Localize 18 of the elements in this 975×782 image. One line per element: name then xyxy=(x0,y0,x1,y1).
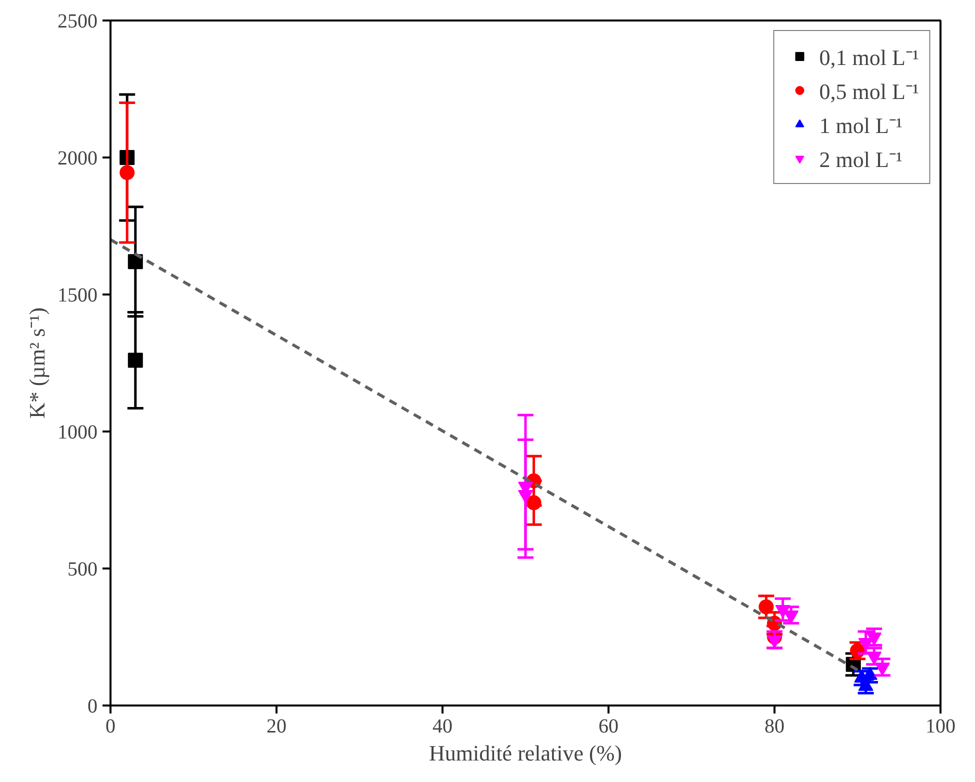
y-axis-title: K* (µm² s⁻¹) xyxy=(24,307,50,419)
x-tick-label: 20 xyxy=(266,716,286,738)
y-tick-label: 2000 xyxy=(58,148,98,170)
x-tick-label: 40 xyxy=(432,716,452,738)
legend-label: 1 mol L⁻¹ xyxy=(819,112,902,139)
y-tick-label: 1000 xyxy=(58,422,98,444)
x-tick-label: 100 xyxy=(926,716,956,738)
y-tick-label: 2500 xyxy=(58,10,98,32)
legend-label: 2 mol L⁻¹ xyxy=(819,146,902,173)
x-tick-label: 80 xyxy=(764,716,784,738)
x-axis-title: Humidité relative (%) xyxy=(428,740,622,766)
x-tick-label: 60 xyxy=(598,716,618,738)
y-tick-label: 1500 xyxy=(58,284,98,306)
y-tick-label: 0 xyxy=(88,696,98,718)
legend-label: 0,5 mol L⁻¹ xyxy=(819,78,919,105)
x-tick-label: 0 xyxy=(106,716,116,738)
legend-label: 0,1 mol L⁻¹ xyxy=(819,44,919,71)
y-tick-label: 500 xyxy=(68,558,98,580)
